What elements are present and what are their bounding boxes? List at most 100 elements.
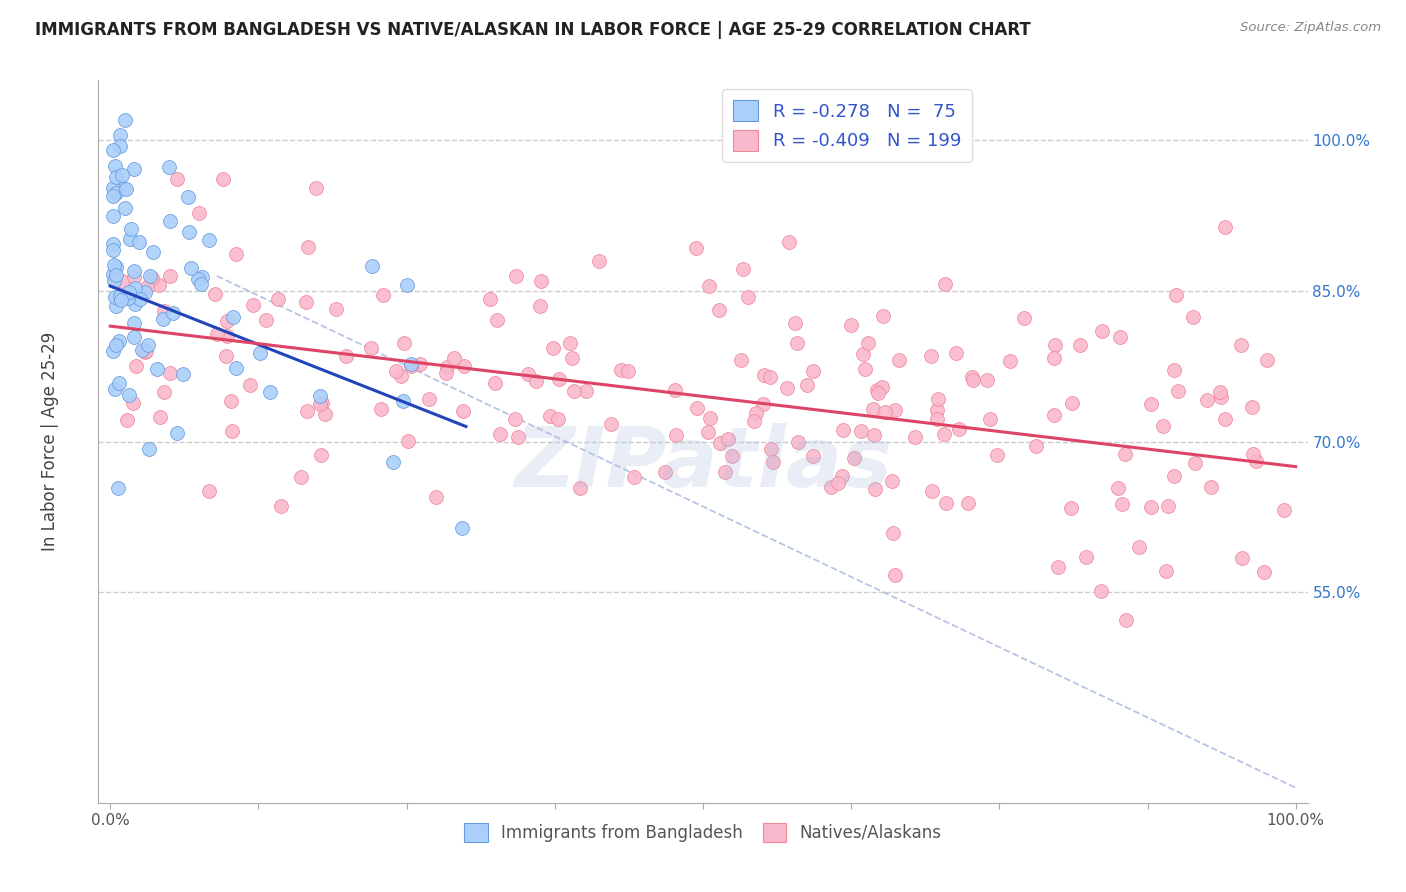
Point (451, 404, 474, 418)
Point (153, 385, 176, 400)
Point (135, 343, 157, 358)
Point (709, 435, 731, 450)
Point (122, 161, 145, 176)
Point (1213, 219, 1236, 234)
Point (872, 309, 894, 323)
Point (391, 368, 413, 383)
Point (1195, 392, 1218, 407)
Point (290, 470, 312, 484)
Point (120, 222, 142, 236)
Point (122, 264, 145, 278)
Point (1043, 338, 1066, 352)
Point (215, 349, 238, 363)
Point (1163, 468, 1185, 483)
Point (934, 426, 956, 441)
Point (737, 290, 759, 304)
Point (418, 392, 440, 407)
Point (166, 172, 188, 186)
Point (1111, 497, 1133, 511)
Point (1184, 456, 1206, 470)
Point (796, 378, 818, 392)
Point (998, 354, 1021, 368)
Point (125, 359, 148, 374)
Point (979, 412, 1001, 426)
Point (1091, 324, 1114, 338)
Point (882, 525, 904, 540)
Point (1090, 583, 1112, 598)
Point (697, 279, 720, 293)
Point (180, 261, 202, 276)
Point (1060, 500, 1083, 515)
Text: ZIPatlas: ZIPatlas (515, 423, 891, 504)
Point (686, 401, 709, 415)
Point (159, 269, 181, 284)
Point (146, 362, 169, 376)
Point (827, 476, 849, 491)
Point (1042, 408, 1064, 422)
Point (122, 329, 145, 343)
Point (561, 351, 583, 365)
Point (101, 188, 124, 202)
Point (1140, 396, 1163, 410)
Point (136, 280, 159, 294)
Point (839, 318, 862, 333)
Point (172, 367, 194, 381)
Point (239, 377, 262, 392)
Point (538, 409, 561, 424)
Point (1076, 550, 1098, 565)
Point (1253, 565, 1275, 579)
Point (177, 190, 200, 204)
Point (479, 292, 502, 306)
Point (962, 373, 984, 387)
Point (1107, 481, 1129, 495)
Point (920, 349, 942, 363)
Point (129, 292, 152, 306)
Point (1043, 351, 1066, 366)
Point (883, 403, 905, 417)
Point (104, 382, 127, 396)
Point (111, 168, 134, 182)
Point (884, 567, 907, 582)
Point (484, 376, 506, 390)
Point (831, 423, 853, 437)
Point (786, 335, 808, 350)
Point (529, 299, 551, 313)
Point (714, 465, 737, 479)
Point (588, 254, 610, 268)
Point (759, 369, 782, 384)
Point (190, 270, 212, 285)
Legend: Immigrants from Bangladesh, Natives/Alaskans: Immigrants from Bangladesh, Natives/Alas… (458, 816, 948, 848)
Point (219, 394, 242, 409)
Point (699, 410, 721, 425)
Point (560, 336, 582, 351)
Point (436, 360, 458, 375)
Point (177, 225, 200, 239)
Point (875, 405, 897, 419)
Point (742, 414, 765, 428)
Point (395, 277, 418, 292)
Point (118, 285, 141, 299)
Point (104, 290, 127, 304)
Point (118, 231, 141, 245)
Point (1199, 480, 1222, 494)
Point (852, 347, 875, 361)
Point (107, 481, 129, 495)
Point (267, 292, 290, 306)
Point (159, 366, 181, 380)
Point (434, 366, 457, 380)
Point (153, 304, 176, 318)
Point (122, 316, 145, 330)
Point (530, 274, 553, 288)
Point (138, 442, 160, 457)
Point (139, 268, 162, 283)
Point (104, 338, 127, 352)
Point (101, 209, 124, 223)
Point (623, 470, 645, 484)
Point (745, 406, 768, 420)
Point (1109, 329, 1132, 343)
Point (709, 302, 731, 317)
Point (103, 275, 125, 289)
Point (148, 277, 170, 292)
Point (108, 128, 131, 142)
Point (101, 237, 124, 252)
